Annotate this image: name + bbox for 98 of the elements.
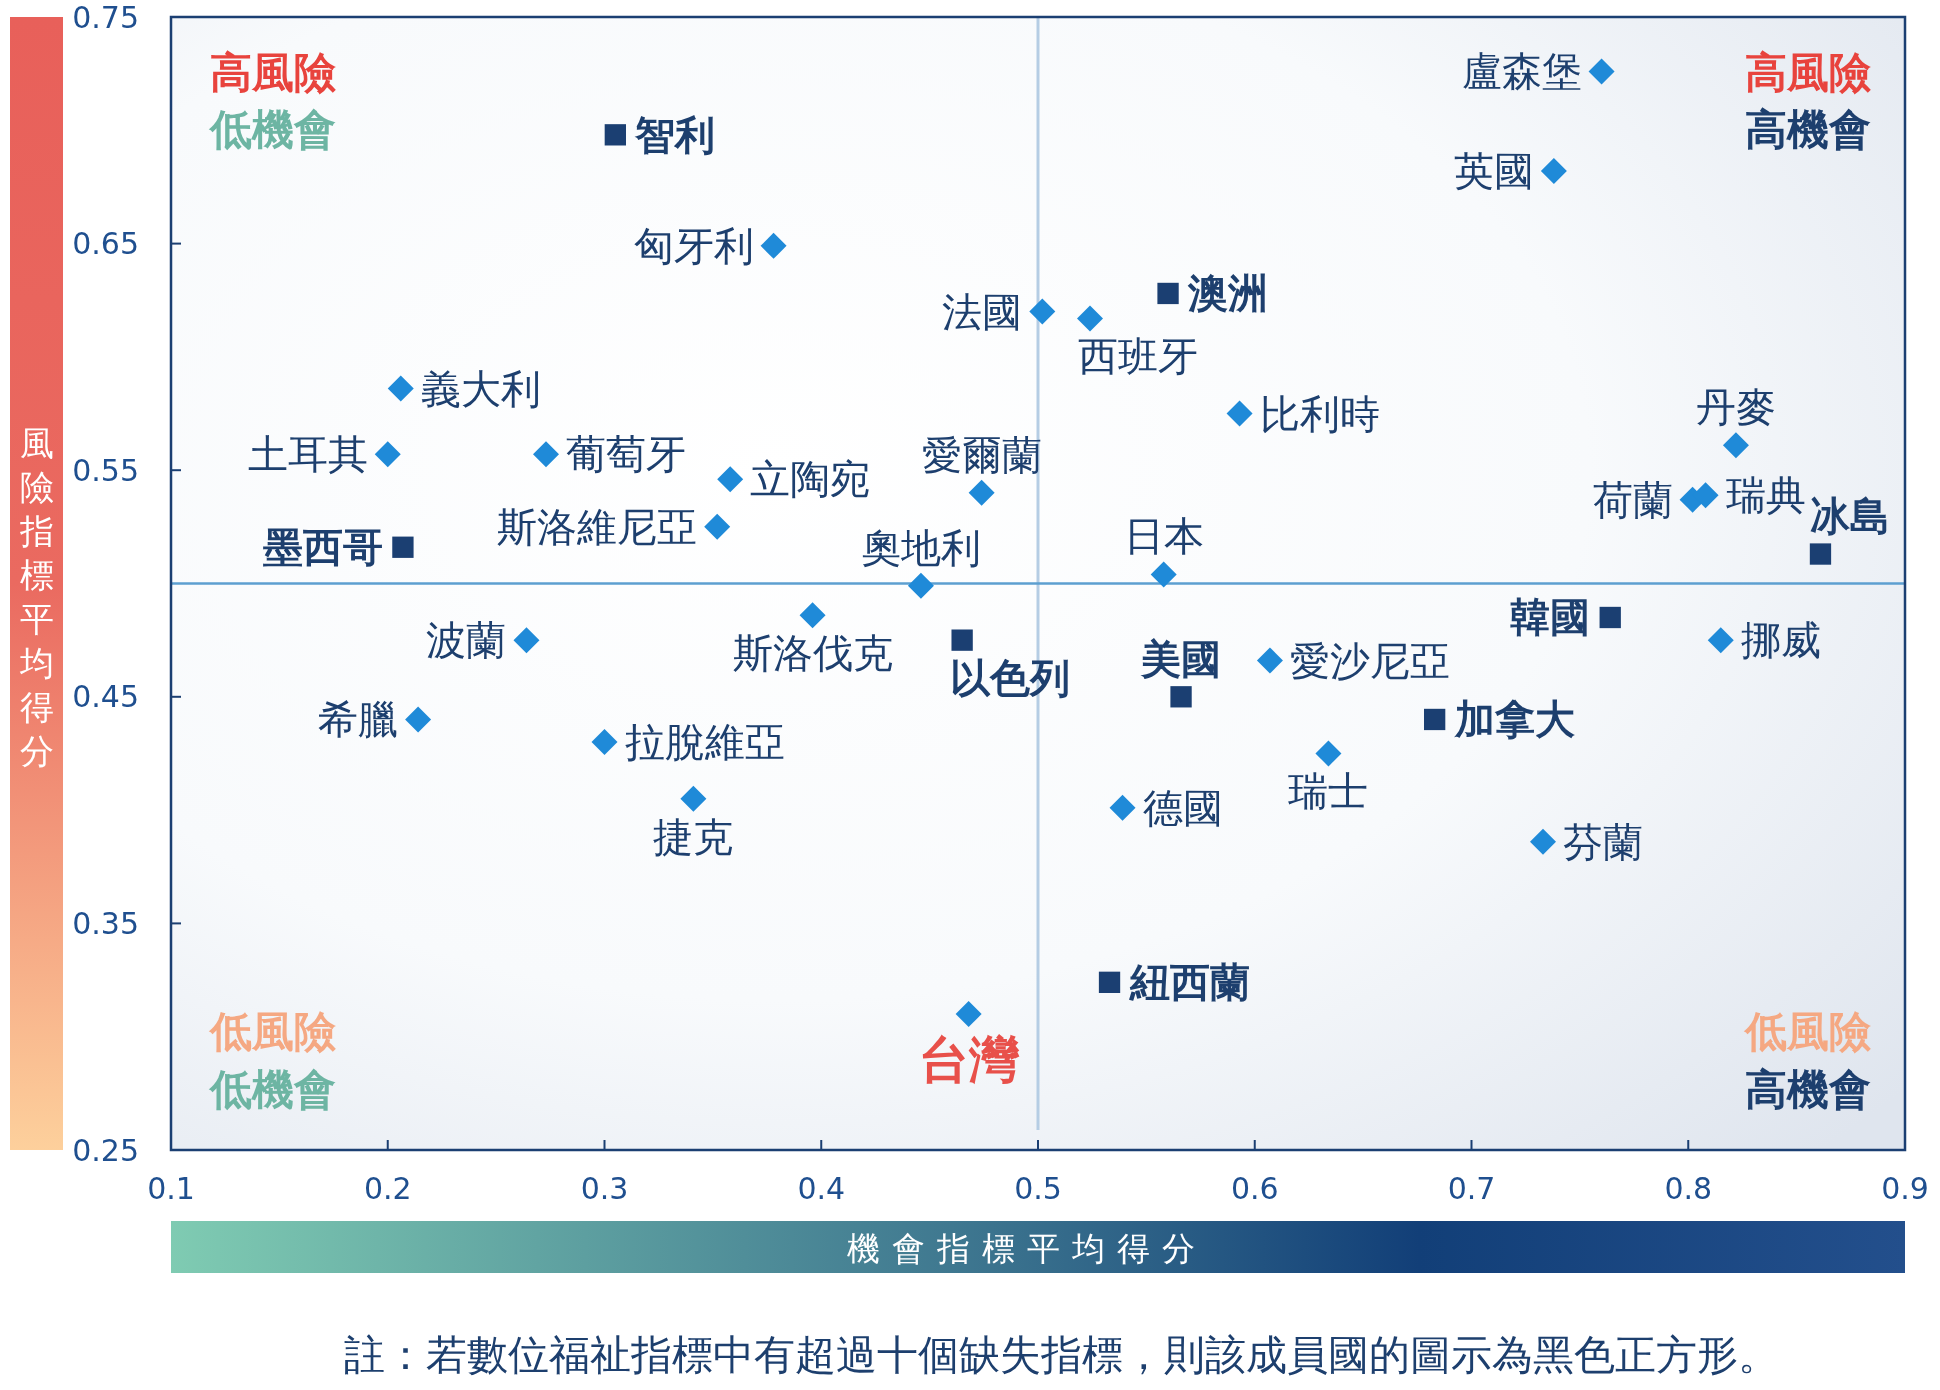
annotation: 義大利 (420, 365, 541, 412)
annotation: 瑞士 (1288, 768, 1369, 815)
annotation: 高機會 (1745, 1064, 1871, 1114)
annotation: 荷蘭 (1592, 476, 1673, 523)
annotation: 法國 (942, 288, 1023, 335)
point (1809, 543, 1832, 565)
x-tick-label: 0.5 (1014, 1170, 1062, 1206)
annotation: 波蘭 (426, 617, 507, 664)
point (1029, 298, 1056, 325)
point (591, 729, 618, 756)
annotation: 立陶宛 (750, 456, 871, 503)
point (374, 441, 401, 468)
annotation: 高機會 (1745, 104, 1871, 154)
x-tick-label: 0.8 (1664, 1170, 1713, 1206)
point (680, 785, 707, 812)
annotation: 芬蘭 (1563, 818, 1644, 865)
point (1170, 686, 1192, 708)
point (1588, 58, 1615, 85)
annotation: 丹麥 (1695, 384, 1776, 431)
y-tick-label: 0.65 (72, 226, 139, 262)
annotation: 低風險 (1743, 1006, 1871, 1056)
annotation: 低風險 (208, 1006, 336, 1056)
x-tick-label: 0.1 (147, 1170, 195, 1206)
x-axis-title: 機會指標平均得分 (847, 1228, 1207, 1268)
annotation: 冰島 (1810, 493, 1891, 540)
point (1315, 740, 1342, 767)
point (951, 629, 973, 651)
annotation: 土耳其 (247, 431, 368, 478)
point (1226, 400, 1253, 427)
text: 註：若數位福祉指標中有超過十個缺失指標，則該成員國的圖示為黑色正方形。 (343, 1331, 1779, 1379)
annotation: 德國 (1142, 784, 1223, 831)
annotation: 高風險 (210, 47, 336, 97)
annotation: 智利 (634, 111, 716, 158)
point (1256, 647, 1283, 674)
annotation: 美國 (1140, 635, 1222, 682)
point (1530, 828, 1557, 855)
annotation: 加拿大 (1453, 696, 1575, 743)
point (955, 1001, 982, 1028)
y-axis-title: 風險指標平均得分 (19, 423, 54, 771)
point (1098, 971, 1121, 993)
x-tick-label: 0.4 (797, 1170, 846, 1206)
annotation: 低機會 (208, 104, 336, 154)
annotation: 葡萄牙 (565, 431, 686, 478)
annotation: 以色列 (950, 655, 1071, 702)
point (1077, 305, 1104, 332)
annotation: 西班牙 (1078, 333, 1199, 380)
annotation: 韓國 (1510, 594, 1591, 641)
annotation: 瑞典 (1725, 472, 1806, 519)
point (968, 479, 995, 506)
point (1423, 708, 1446, 731)
y-tick-label: 0.75 (72, 0, 139, 35)
annotation: 奧地利 (860, 524, 981, 571)
point (1109, 794, 1136, 821)
y-tick-label: 0.45 (72, 679, 139, 715)
x-tick-label: 0.3 (580, 1170, 629, 1206)
annotation: 愛爾蘭 (921, 431, 1042, 478)
annotation: 希臘 (318, 696, 399, 743)
point (1150, 561, 1177, 588)
point (1157, 282, 1179, 305)
point (907, 572, 934, 599)
point (704, 513, 731, 540)
annotation: 日本 (1123, 513, 1204, 560)
x-tick-label: 0.2 (363, 1170, 412, 1206)
point (392, 536, 414, 558)
x-tick-label: 0.6 (1230, 1170, 1279, 1206)
y-tick-label: 0.25 (72, 1132, 139, 1168)
annotation: 台灣 (918, 1031, 1020, 1090)
annotation: 愛沙尼亞 (1289, 637, 1450, 684)
annotation: 匈牙利 (633, 222, 754, 269)
y-tick-label: 0.55 (72, 452, 139, 488)
annotation: 挪威 (1740, 617, 1821, 664)
annotation: 澳洲 (1187, 270, 1269, 317)
point (1599, 606, 1621, 629)
point (799, 602, 826, 629)
point (717, 466, 744, 493)
point (1540, 158, 1567, 185)
annotation: 英國 (1453, 148, 1534, 195)
point (387, 375, 414, 402)
annotation: 紐西蘭 (1128, 959, 1250, 1006)
annotation: 墨西哥 (261, 524, 383, 571)
annotation: 捷克 (653, 813, 734, 860)
annotation: 拉脫維亞 (624, 719, 785, 766)
point (513, 627, 540, 654)
annotation: 高風險 (1745, 47, 1871, 97)
x-tick-label: 0.7 (1447, 1170, 1496, 1206)
point (760, 232, 787, 259)
point (1722, 432, 1749, 459)
annotation: 盧森堡 (1461, 48, 1582, 95)
y-tick-label: 0.35 (72, 905, 139, 941)
annotation: 低機會 (208, 1064, 336, 1114)
point (405, 706, 432, 733)
point (604, 124, 626, 146)
annotation: 斯洛伐克 (732, 630, 893, 677)
point (532, 441, 559, 468)
point (1707, 627, 1734, 654)
annotation: 斯洛維尼亞 (497, 503, 698, 550)
x-tick-label: 0.9 (1881, 1170, 1929, 1206)
annotation: 比利時 (1259, 390, 1380, 437)
